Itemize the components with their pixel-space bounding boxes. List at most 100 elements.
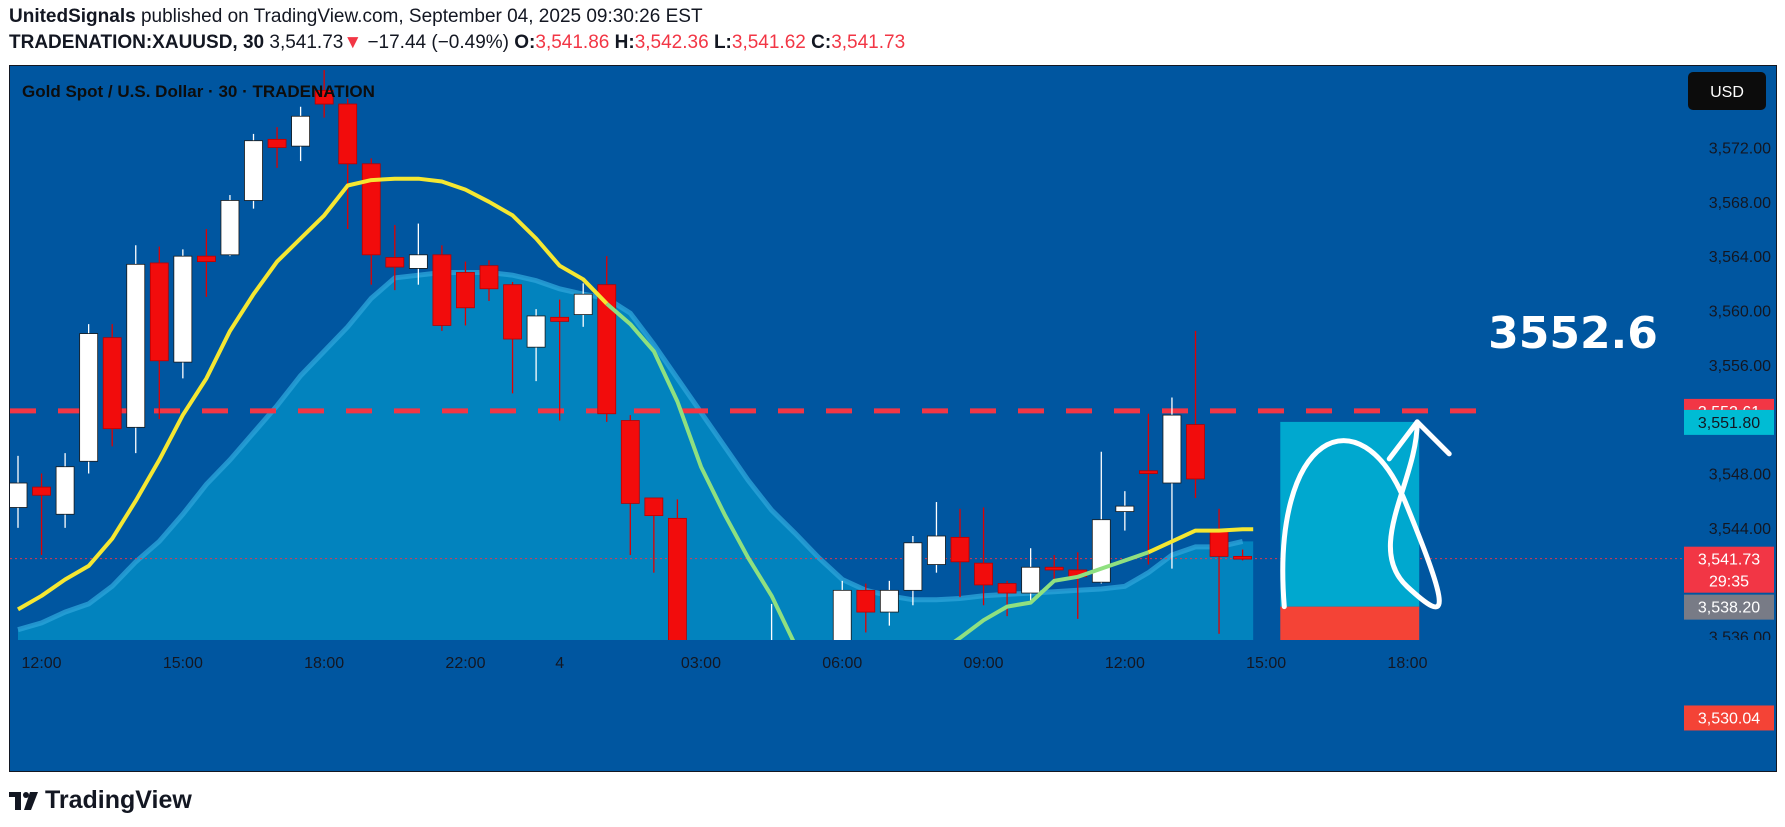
price-label: 3,538.20: [1684, 594, 1774, 620]
candle: [503, 281, 522, 394]
candle: [856, 583, 876, 633]
candle-body: [479, 265, 499, 290]
y-tick-label: 3,564.00: [1709, 249, 1771, 266]
candle-body: [1044, 566, 1064, 571]
candle: [385, 224, 405, 291]
candle-body: [126, 263, 146, 428]
open-label: O:: [514, 32, 536, 53]
candle: [1186, 330, 1205, 498]
price-label-text: 3,530.04: [1698, 710, 1760, 727]
candle: [903, 536, 923, 606]
candle-body: [550, 316, 570, 322]
x-axis[interactable]: 12:00 15:00 18:00 22:00 4 03:00 06:00 09:00 12:0…: [10, 640, 1776, 771]
candle: [620, 415, 640, 556]
y-tick-label: 3,544.00: [1709, 521, 1771, 538]
high-label: H:: [614, 32, 635, 53]
target-annotation-text: 3552.6: [1488, 308, 1658, 359]
symbol-name: TRADENATION:XAUUSD, 30: [9, 32, 265, 53]
price-label-bg: [1684, 546, 1774, 593]
y-tick-label: 3,560.00: [1709, 304, 1771, 321]
candle-body: [267, 138, 287, 148]
candle-body: [597, 284, 617, 415]
chart-container[interactable]: Gold Spot / U.S. Dollar · 30 · TRADENATI…: [9, 65, 1777, 772]
candle: [32, 473, 51, 556]
chart-legend-title: Gold Spot / U.S. Dollar · 30 · TRADENATI…: [22, 82, 375, 101]
currency-button-bg: [1688, 72, 1766, 110]
candle-body: [1162, 414, 1182, 484]
candle: [267, 127, 287, 168]
candle-body: [1186, 424, 1205, 480]
candle-body: [997, 583, 1017, 594]
candle-body: [879, 589, 899, 613]
candle: [432, 245, 452, 331]
author-name[interactable]: UnitedSignals: [9, 6, 136, 27]
candle-body: [503, 284, 522, 340]
x-tick-label: 09:00: [964, 655, 1004, 672]
candle: [1115, 491, 1135, 531]
price-label: 3,530.04: [1684, 705, 1774, 731]
y-tick-label: 3,572.00: [1709, 141, 1771, 158]
price-label-text: 3,538.20: [1698, 600, 1760, 617]
x-tick-label: 18:00: [304, 655, 344, 672]
candle-body: [173, 255, 193, 363]
candle-body: [432, 254, 452, 326]
candle-body: [950, 536, 970, 563]
candle-body: [385, 257, 405, 268]
candle: [573, 283, 593, 327]
candle-body: [526, 315, 546, 348]
candle-body: [620, 420, 640, 504]
currency-button[interactable]: USD: [1688, 72, 1766, 110]
price-label-text: 3,551.80: [1698, 415, 1760, 432]
candle-body: [927, 535, 946, 565]
candle-body: [196, 255, 216, 263]
x-axis-band: [10, 640, 1776, 771]
candle: [220, 195, 240, 257]
x-tick-label: 06:00: [822, 655, 862, 672]
price-label-text: 3,541.73: [1698, 552, 1760, 569]
candle: [950, 508, 970, 598]
publication-line: UnitedSignals published on TradingView.c…: [9, 6, 703, 28]
candle-body: [644, 497, 664, 517]
candle-body: [361, 163, 381, 256]
candle-body: [903, 542, 923, 591]
candle: [79, 324, 99, 474]
candle-body: [1233, 555, 1252, 560]
drawn-arrow-head-icon: [1386, 419, 1452, 462]
candle: [597, 256, 617, 422]
ma-line-yellow-recent: [1147, 527, 1254, 555]
candle-body: [974, 562, 993, 586]
candle-body: [856, 589, 876, 613]
x-tick-label: 15:00: [1246, 655, 1286, 672]
candle-body: [55, 466, 75, 515]
price-chart[interactable]: Gold Spot / U.S. Dollar · 30 · TRADENATI…: [10, 66, 1776, 771]
candle: [997, 580, 1017, 617]
low-label: L:: [713, 32, 732, 53]
candle: [10, 455, 28, 528]
candle: [456, 261, 475, 326]
currency-button-label: USD: [1710, 84, 1744, 101]
price-label-bg: [1684, 594, 1774, 620]
candle-body: [1139, 470, 1158, 474]
price-label-bg: [1684, 409, 1774, 435]
x-tick-label: 22:00: [445, 655, 485, 672]
x-tick-label: 12:00: [22, 655, 62, 672]
candle-body: [456, 272, 475, 309]
y-tick-label: 3,568.00: [1709, 195, 1771, 212]
candle: [244, 133, 263, 209]
x-tick-label: 4: [555, 655, 564, 672]
candle-body: [102, 337, 122, 430]
low-value: 3,541.62: [731, 32, 806, 53]
candle: [879, 580, 899, 626]
candle-body: [1209, 528, 1229, 557]
tradingview-brand[interactable]: TradingView: [45, 786, 192, 814]
price-change: −17.44 (−0.49%): [367, 32, 509, 53]
candle: [361, 158, 381, 285]
price-label: 3,551.80: [1684, 409, 1774, 435]
candle-body: [314, 90, 334, 105]
candle: [1021, 548, 1041, 602]
last-price: 3,541.73: [269, 32, 344, 53]
candle: [291, 106, 311, 162]
candle-body: [79, 333, 99, 462]
tradingview-logo-icon: [9, 792, 38, 810]
x-tick-label: 03:00: [681, 655, 721, 672]
